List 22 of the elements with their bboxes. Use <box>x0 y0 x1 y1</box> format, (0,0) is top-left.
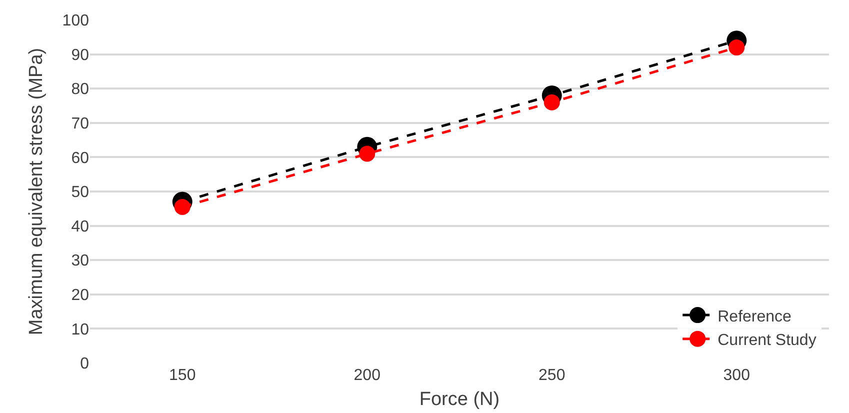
y-tick-label: 90 <box>71 46 90 64</box>
point <box>728 39 745 56</box>
x-tick-label: 250 <box>538 367 566 384</box>
y-tick-label: 30 <box>71 252 90 270</box>
legend-label: Reference <box>718 308 792 326</box>
point <box>359 146 376 162</box>
x-tick-label: 150 <box>169 367 196 384</box>
y-axis-title: Maximum equivalent stress (MPa) <box>26 48 47 336</box>
y-tick-label: 50 <box>71 184 90 202</box>
y-tick-label: 70 <box>71 116 90 132</box>
x-axis-title: Force (N) <box>419 388 500 410</box>
y-tick-label: 10 <box>71 321 90 338</box>
y-tick-label: 100 <box>62 12 90 30</box>
y-tick-label: 20 <box>71 287 90 304</box>
y-tick-label: 60 <box>71 150 90 167</box>
y-tick-label: 40 <box>71 218 90 236</box>
y-tick-label: 80 <box>71 81 90 98</box>
x-tick-label: 200 <box>354 367 381 384</box>
y-tick-label: 0 <box>80 356 90 373</box>
point <box>544 94 560 110</box>
legend-label: Current Study <box>718 332 816 350</box>
x-tick-label: 300 <box>723 367 750 384</box>
